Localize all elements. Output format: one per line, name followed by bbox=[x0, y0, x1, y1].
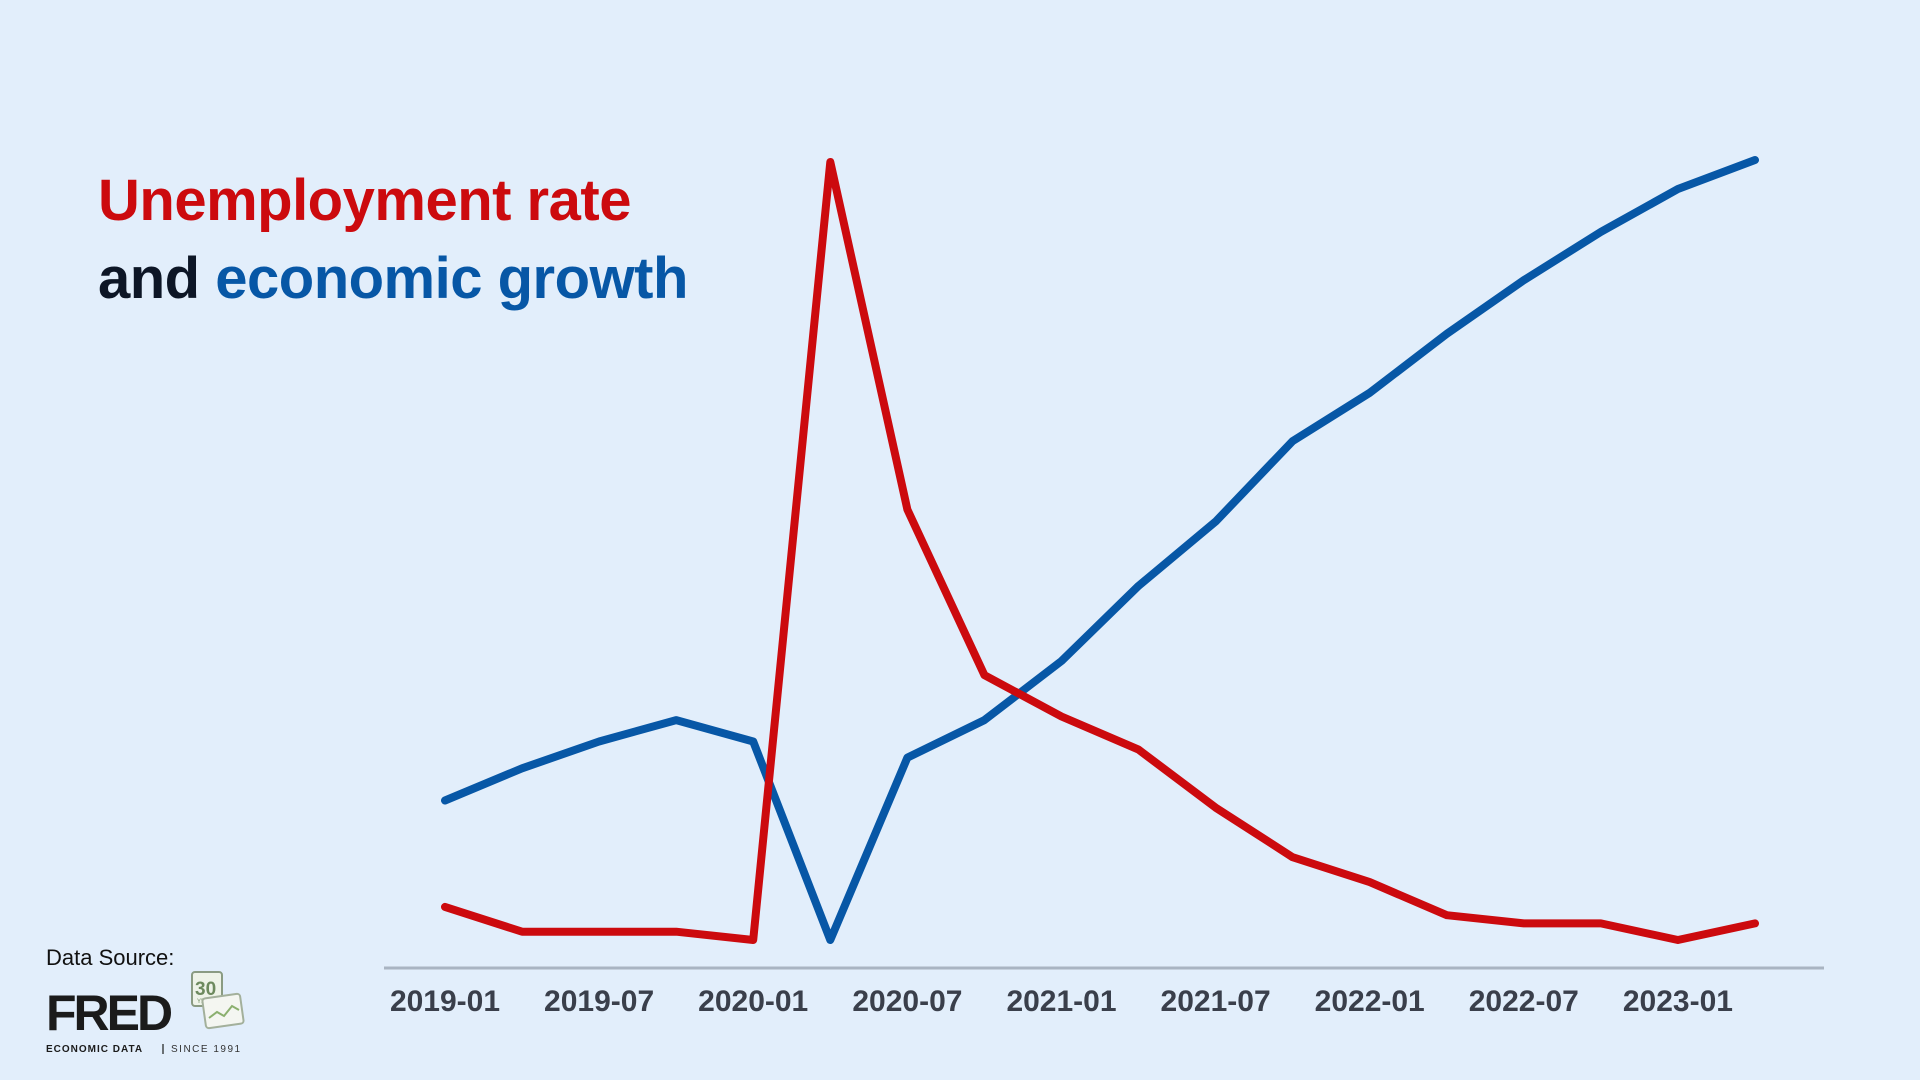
x-tick-label: 2020-01 bbox=[698, 985, 808, 1018]
unemployment-point bbox=[1369, 881, 1371, 883]
unemployment-point bbox=[829, 161, 831, 163]
unemployment-point bbox=[1138, 749, 1139, 751]
growth-point bbox=[598, 741, 600, 742]
growth-point bbox=[1215, 521, 1217, 523]
unemployment-point bbox=[1600, 922, 1602, 924]
fred-since: SINCE 1991 bbox=[171, 1044, 242, 1055]
unemployment-point bbox=[675, 931, 677, 933]
fred-badge-number: 30 bbox=[195, 979, 216, 1000]
growth-point bbox=[675, 719, 677, 721]
data-source-label: Data Source: bbox=[46, 945, 175, 970]
unemployment-series-line bbox=[441, 158, 1759, 944]
x-tick-label: 2019-07 bbox=[544, 985, 654, 1018]
unemployment-point bbox=[598, 931, 600, 933]
growth-point bbox=[444, 800, 446, 801]
growth-point bbox=[983, 719, 985, 721]
x-tick-label: 2022-01 bbox=[1315, 985, 1425, 1018]
fred-chart-icon-line bbox=[208, 1004, 240, 1019]
unemployment-point bbox=[1523, 922, 1525, 924]
growth-point bbox=[1061, 660, 1062, 662]
fred-subtitle: ECONOMIC DATA bbox=[46, 1044, 143, 1055]
growth-point bbox=[1600, 231, 1602, 233]
title-growth-phrase: economic growth bbox=[215, 246, 688, 311]
series-layer bbox=[441, 156, 1759, 944]
unemployment-point bbox=[906, 509, 908, 511]
fred-chart-icon bbox=[201, 992, 245, 1030]
unemployment-point bbox=[444, 906, 446, 908]
growth-point bbox=[1754, 159, 1756, 161]
title-line-1: Unemployment rate bbox=[98, 168, 631, 233]
unemployment-point bbox=[1446, 914, 1448, 916]
growth-series-line bbox=[441, 156, 1759, 944]
growth-point bbox=[752, 741, 754, 742]
x-tick-label: 2020-07 bbox=[852, 985, 962, 1018]
x-tick-label: 2023-01 bbox=[1623, 985, 1733, 1018]
unemployment-point bbox=[983, 674, 985, 676]
growth-point bbox=[1292, 440, 1294, 442]
x-tick-labels: 2019-01 2019-07 2020-01 2020-07 2021-01 2021-… bbox=[390, 985, 1733, 1018]
title-and-word: and bbox=[98, 246, 200, 311]
growth-point bbox=[1677, 188, 1679, 190]
unemployment-point bbox=[1292, 856, 1294, 858]
unemployment-point bbox=[1754, 922, 1756, 924]
growth-point bbox=[521, 767, 523, 769]
growth-point bbox=[1523, 279, 1525, 281]
unemployment-point bbox=[752, 939, 754, 941]
chart-title: Unemployment rate and economic growth bbox=[98, 162, 688, 318]
x-tick-label: 2019-01 bbox=[390, 985, 500, 1018]
growth-point bbox=[829, 939, 831, 941]
unemployment-point bbox=[1215, 807, 1217, 809]
x-tick-label: 2021-01 bbox=[1006, 985, 1116, 1018]
fred-logo: FRED 30 YEARS ECONOMIC DATA SINCE 1991 bbox=[46, 971, 245, 1055]
unemployment-point bbox=[1061, 716, 1062, 717]
growth-point bbox=[1138, 585, 1139, 587]
growth-point bbox=[1446, 333, 1448, 335]
x-tick-label: 2021-07 bbox=[1161, 985, 1271, 1018]
x-tick-label: 2022-07 bbox=[1469, 985, 1579, 1018]
fred-logo-text: FRED bbox=[46, 985, 172, 1041]
unemployment-point bbox=[521, 931, 523, 933]
growth-point bbox=[906, 757, 908, 759]
title-line-2: and economic growth bbox=[98, 240, 688, 318]
growth-point bbox=[1369, 392, 1371, 394]
unemployment-point bbox=[1677, 939, 1679, 941]
